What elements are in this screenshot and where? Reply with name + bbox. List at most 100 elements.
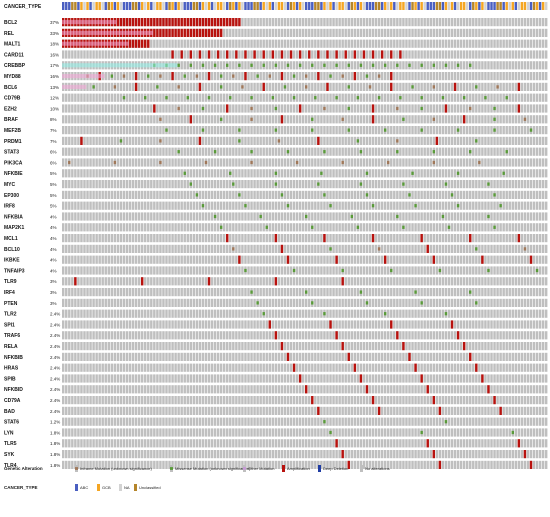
matrix-cell (526, 93, 530, 102)
cancer-type-cell (514, 2, 518, 10)
matrix-cell (95, 223, 98, 232)
matrix-cell (137, 104, 141, 113)
matrix-cell (292, 244, 296, 253)
matrix-cell (171, 190, 174, 199)
matrix-cell (314, 212, 317, 221)
matrix-cell (119, 50, 123, 59)
matrix-cell (469, 190, 472, 199)
matrix-cell (283, 104, 287, 113)
matrix-cell (238, 147, 241, 156)
matrix-cell (68, 201, 71, 210)
matrix-cell (526, 277, 530, 286)
matrix-cell (490, 18, 493, 27)
matrix-cell (326, 61, 329, 70)
missense-mark (505, 96, 508, 100)
matrix-cell (189, 212, 193, 221)
matrix-cell (541, 126, 545, 135)
matrix-cell (131, 234, 135, 243)
matrix-cell (104, 82, 107, 91)
matrix-cell (469, 93, 472, 102)
matrix-cell (195, 104, 199, 113)
gene-label-ep300: EP300 (4, 193, 19, 199)
matrix-cell (450, 18, 454, 27)
matrix-cell (399, 234, 402, 243)
matrix-cell (393, 126, 396, 135)
matrix-cell (453, 147, 457, 156)
matrix-cell (119, 266, 123, 275)
matrix-cell (478, 223, 481, 232)
matrix-cell (520, 147, 524, 156)
matrix-cell (405, 28, 408, 37)
matrix-cell (147, 50, 150, 59)
matrix-cell (481, 104, 484, 113)
cancer-type-cell (362, 2, 366, 10)
matrix-cell (314, 298, 317, 307)
matrix-cell (219, 266, 223, 275)
matrix-cell (329, 61, 332, 70)
matrix-cell (426, 126, 429, 135)
matrix-cell (523, 234, 527, 243)
matrix-cell (490, 190, 493, 199)
matrix-cell (341, 104, 344, 113)
matrix-cell (235, 28, 238, 37)
matrix-cell (490, 158, 493, 167)
matrix-cell (262, 234, 265, 243)
matrix-cell (183, 39, 186, 48)
matrix-cell (432, 266, 436, 275)
matrix-cell (210, 93, 214, 102)
matrix-cell (478, 39, 481, 48)
matrix-cell (329, 234, 332, 243)
matrix-cell (390, 136, 393, 145)
matrix-cell (332, 212, 335, 221)
matrix-cell (292, 190, 296, 199)
matrix-cell (380, 158, 384, 167)
matrix-cell (374, 201, 378, 210)
matrix-cell (462, 255, 466, 264)
missense-mark (213, 63, 217, 67)
matrix-cell (165, 169, 168, 178)
matrix-cell (247, 72, 250, 81)
matrix-cell (286, 212, 290, 221)
matrix-cell (250, 72, 253, 81)
matrix-cell (487, 277, 490, 286)
matrix-cell (256, 169, 259, 178)
matrix-cell (68, 190, 71, 199)
matrix-cell (311, 18, 314, 27)
matrix-cell (89, 169, 92, 178)
matrix-cell (335, 39, 338, 48)
matrix-cell (541, 223, 545, 232)
matrix-cell (508, 126, 511, 135)
gene-label-malt1: MALT1 (4, 42, 21, 48)
matrix-cell (329, 298, 332, 307)
matrix-cell (247, 201, 250, 210)
matrix-cell (502, 223, 505, 232)
matrix-cell (116, 126, 120, 135)
matrix-cell (387, 18, 390, 27)
matrix-cell (347, 266, 350, 275)
matrix-cell (529, 18, 533, 27)
matrix-cell (338, 244, 341, 253)
matrix-cell (356, 104, 360, 113)
matrix-cell (359, 18, 363, 27)
matrix-cell (156, 234, 159, 243)
inframe-mark (396, 139, 399, 143)
matrix-cell (177, 190, 180, 199)
matrix-cell (356, 18, 360, 27)
matrix-cell (475, 115, 478, 124)
matrix-cell (447, 82, 451, 91)
matrix-cell (274, 18, 278, 27)
matrix-cell (368, 115, 372, 124)
matrix-cell (295, 288, 299, 297)
matrix-cell (487, 72, 490, 81)
matrix-cell (538, 82, 542, 91)
matrix-cell (301, 288, 305, 297)
matrix-cell (411, 288, 414, 297)
cancer-type-cell (180, 2, 183, 10)
matrix-cell (526, 288, 530, 297)
matrix-cell (329, 50, 332, 59)
matrix-cell (408, 169, 411, 178)
matrix-cell (323, 82, 326, 91)
matrix-cell (541, 255, 545, 264)
matrix-cell (447, 18, 451, 27)
missense-mark (365, 74, 369, 78)
